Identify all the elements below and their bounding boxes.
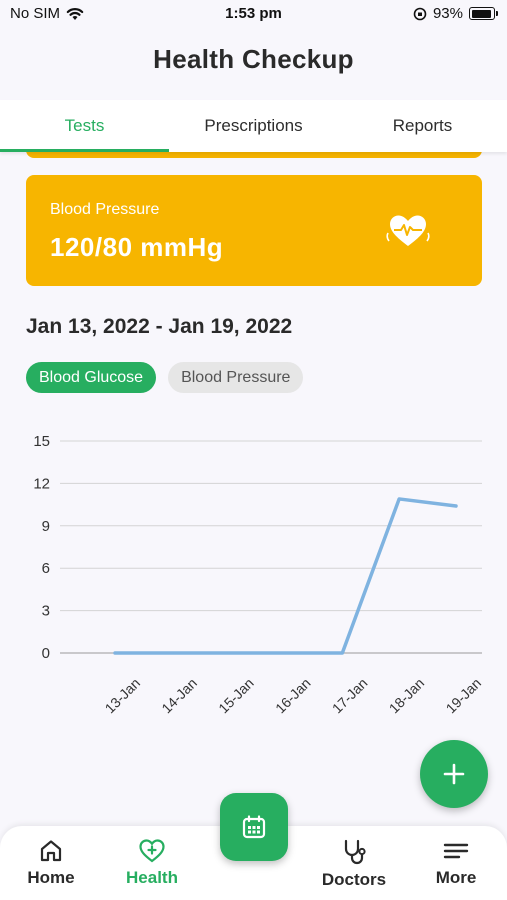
y-tick-label: 12	[33, 475, 50, 492]
nav-home-label: Home	[27, 868, 75, 887]
home-icon	[40, 840, 62, 862]
add-button[interactable]	[420, 740, 488, 808]
status-left: No SIM	[10, 5, 84, 22]
tab-bar: Tests Prescriptions Reports	[0, 100, 507, 152]
wifi-icon	[66, 7, 84, 20]
vital-card-blood-pressure[interactable]: Blood Pressure 120/80 mmHg	[26, 175, 482, 286]
vital-card-label: Blood Pressure	[50, 201, 160, 218]
x-tick-label: 18-Jan	[386, 675, 428, 717]
calendar-button[interactable]	[220, 793, 288, 861]
x-tick-label: 16-Jan	[272, 675, 314, 717]
status-right: 93%	[413, 5, 498, 22]
x-tick-label: 15-Jan	[215, 675, 257, 717]
calendar-icon	[242, 815, 266, 839]
page-title: Health Checkup	[153, 44, 354, 74]
date-range: Jan 13, 2022 - Jan 19, 2022	[26, 315, 293, 338]
heart-pulse-icon	[386, 215, 430, 246]
data-point	[284, 651, 287, 655]
nav-more-label: More	[435, 868, 477, 887]
data-point	[397, 497, 401, 501]
y-tick-label: 9	[42, 518, 50, 535]
status-bar: No SIM 1:53 pm 93%	[0, 0, 507, 28]
glucose-line-chart: 0 3 6 9 12 15 13-Jan 14-Jan 15-Jan 16-Jan 17-Jan 18…	[33, 433, 485, 717]
stethoscope-icon	[344, 839, 366, 865]
x-tick-label: 14-Jan	[158, 675, 200, 717]
nav-health-label: Health	[126, 868, 178, 887]
data-point	[113, 651, 117, 655]
vital-card-value: 120/80 mmHg	[50, 232, 224, 262]
data-point	[170, 651, 174, 655]
metric-chips: Blood Glucose Blood Pressure	[26, 362, 304, 393]
data-point	[227, 651, 231, 655]
battery-percent: 93%	[432, 5, 463, 22]
x-tick-label: 13-Jan	[102, 675, 144, 717]
tab-reports[interactable]: Reports	[392, 116, 453, 135]
battery-icon	[469, 7, 498, 20]
nav-more[interactable]: More	[411, 838, 501, 888]
y-tick-label: 3	[42, 603, 50, 620]
data-point	[454, 504, 458, 508]
y-tick-label: 0	[42, 645, 50, 662]
status-time: 1:53 pm	[225, 5, 282, 22]
y-tick-label: 15	[33, 433, 50, 450]
battery-fill	[471, 9, 492, 18]
nav-home[interactable]: Home	[6, 838, 96, 888]
nav-doctors-label: Doctors	[321, 870, 387, 889]
series-line	[113, 497, 458, 655]
plus-icon	[443, 763, 465, 785]
carrier-label: No SIM	[10, 5, 61, 22]
heart-plus-icon	[139, 839, 165, 863]
y-tick-label: 6	[42, 560, 50, 577]
x-tick-label: 17-Jan	[329, 675, 371, 717]
menu-icon	[443, 843, 469, 859]
chip-blood-pressure[interactable]: Blood Pressure	[168, 362, 304, 393]
data-point	[340, 651, 344, 655]
orientation-lock-icon	[413, 7, 427, 20]
nav-health[interactable]: Health	[107, 838, 197, 888]
tab-tests[interactable]: Tests	[0, 100, 169, 152]
chip-blood-glucose[interactable]: Blood Glucose	[26, 362, 157, 393]
x-tick-label: 19-Jan	[443, 675, 485, 717]
tab-prescriptions[interactable]: Prescriptions	[204, 116, 303, 135]
nav-doctors[interactable]: Doctors	[309, 838, 399, 890]
